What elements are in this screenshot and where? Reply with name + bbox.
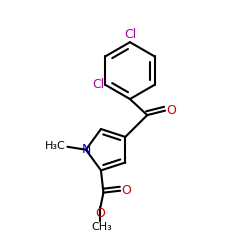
Text: O: O [166,104,176,117]
Text: Cl: Cl [124,28,136,41]
Text: CH₃: CH₃ [91,222,112,232]
Text: O: O [95,208,105,220]
Text: O: O [122,184,131,197]
Text: Cl: Cl [92,78,104,91]
Text: N: N [81,143,91,156]
Text: H₃C: H₃C [45,141,66,151]
